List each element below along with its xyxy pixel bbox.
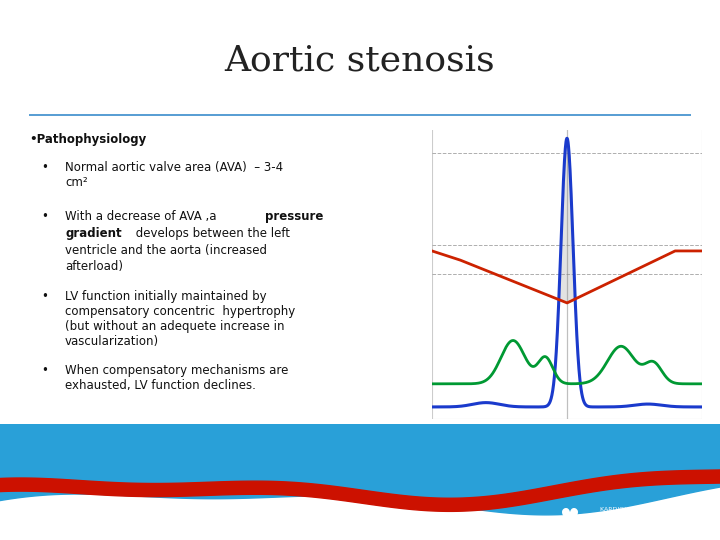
Text: With a decrease of AVA ,a: With a decrease of AVA ,a xyxy=(65,211,220,224)
Text: develops between the left: develops between the left xyxy=(132,227,289,240)
Text: LV function initially maintained by
compensatory concentric  hypertrophy
(but wi: LV function initially maintained by comp… xyxy=(65,291,295,348)
Text: pressure: pressure xyxy=(265,211,323,224)
Text: Aortic stenosis: Aortic stenosis xyxy=(225,44,495,77)
Text: When compensatory mechanisms are
exhausted, LV function declines.: When compensatory mechanisms are exhaust… xyxy=(65,364,289,392)
Text: KARDIOLOGICKA KLINKA: KARDIOLOGICKA KLINKA xyxy=(600,507,676,512)
Text: ventricle and the aorta (increased: ventricle and the aorta (increased xyxy=(65,244,267,256)
Text: Normal aortic valve area (AVA)  – 3-4
cm²: Normal aortic valve area (AVA) – 3-4 cm² xyxy=(65,161,283,189)
Text: •: • xyxy=(41,161,48,174)
Text: •: • xyxy=(41,291,48,303)
Text: ♥: ♥ xyxy=(560,508,580,528)
Text: afterload): afterload) xyxy=(65,260,123,273)
Text: •: • xyxy=(41,211,48,224)
Text: •: • xyxy=(41,364,48,377)
Text: •Pathophysiology: •Pathophysiology xyxy=(29,133,146,146)
Text: gradient: gradient xyxy=(65,227,122,240)
Text: 2. LF UK a FN MOTOL: 2. LF UK a FN MOTOL xyxy=(600,519,667,524)
